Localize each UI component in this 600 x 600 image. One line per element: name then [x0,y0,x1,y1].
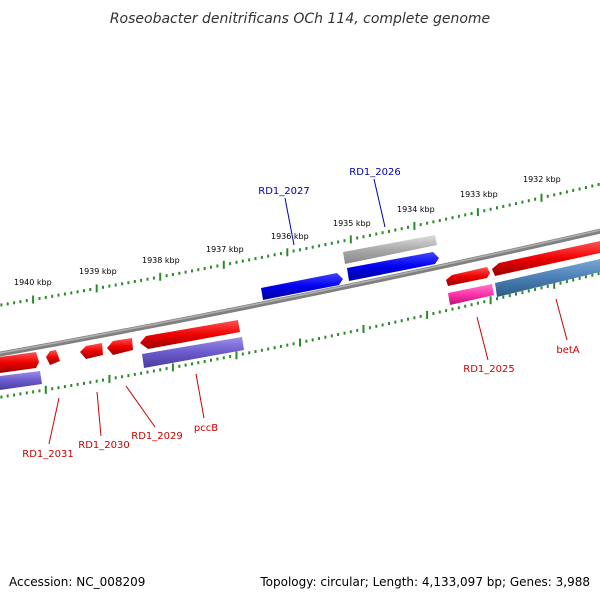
topology-text: Topology: circular; Length: 4,133,097 bp… [259,575,590,589]
gene-label-rd1-2026: RD1_2026 [349,167,400,178]
gene-label-rd1-2030: RD1_2030 [78,440,129,451]
leader-lines [48,178,568,445]
gene-rd1-2030[interactable] [80,343,103,359]
genome-backbone-highlight [0,229,600,354]
gene-label-rd1-2029: RD1_2029 [131,431,182,442]
gene-red-upper-right-2[interactable] [492,241,600,276]
ruler-label-1939: 1939 kbp [79,267,117,276]
ruler-label-1932: 1932 kbp [523,175,561,184]
ruler-label-1934: 1934 kbp [397,205,435,214]
gene-pccb-upper[interactable] [140,320,240,349]
lower-ruler [0,272,600,399]
gene-feature-gray[interactable] [343,235,437,264]
gene-beta[interactable] [495,259,600,297]
ruler-label-1936: 1936 kbp [271,232,309,241]
gene-pccb[interactable] [142,337,244,368]
gene-label-beta: betA [556,345,579,356]
gene-label-rd1-2027: RD1_2027 [258,186,309,197]
genome-backbone [0,228,600,357]
gene-rd1-2031[interactable] [46,350,60,365]
ruler-label-1940: 1940 kbp [14,278,52,287]
ruler-label-1935: 1935 kbp [333,219,371,228]
gene-rd1-2027[interactable] [261,273,343,300]
gene-red-upper-right-1[interactable] [446,267,490,286]
ruler-label-1933: 1933 kbp [460,190,498,199]
ruler-label-1937: 1937 kbp [206,245,244,254]
map-title: Roseobacter denitrificans OCh 114, compl… [110,11,490,27]
upper-ruler [0,183,600,307]
gene-rd1-2026[interactable] [347,252,439,281]
accession-text: Accession: NC_008209 [9,575,145,589]
gene-rd1-2025[interactable] [448,284,494,305]
gene-rna-left-edge[interactable] [0,371,42,390]
gene-rd1-2029[interactable] [107,338,133,355]
gene-red-left-edge[interactable] [0,352,39,373]
gene-label-rd1-2031: RD1_2031 [22,449,73,460]
ruler-label-1938: 1938 kbp [142,256,180,265]
gene-label-rd1-2025: RD1_2025 [463,364,514,375]
gene-label-pccb: pccB [194,423,218,434]
